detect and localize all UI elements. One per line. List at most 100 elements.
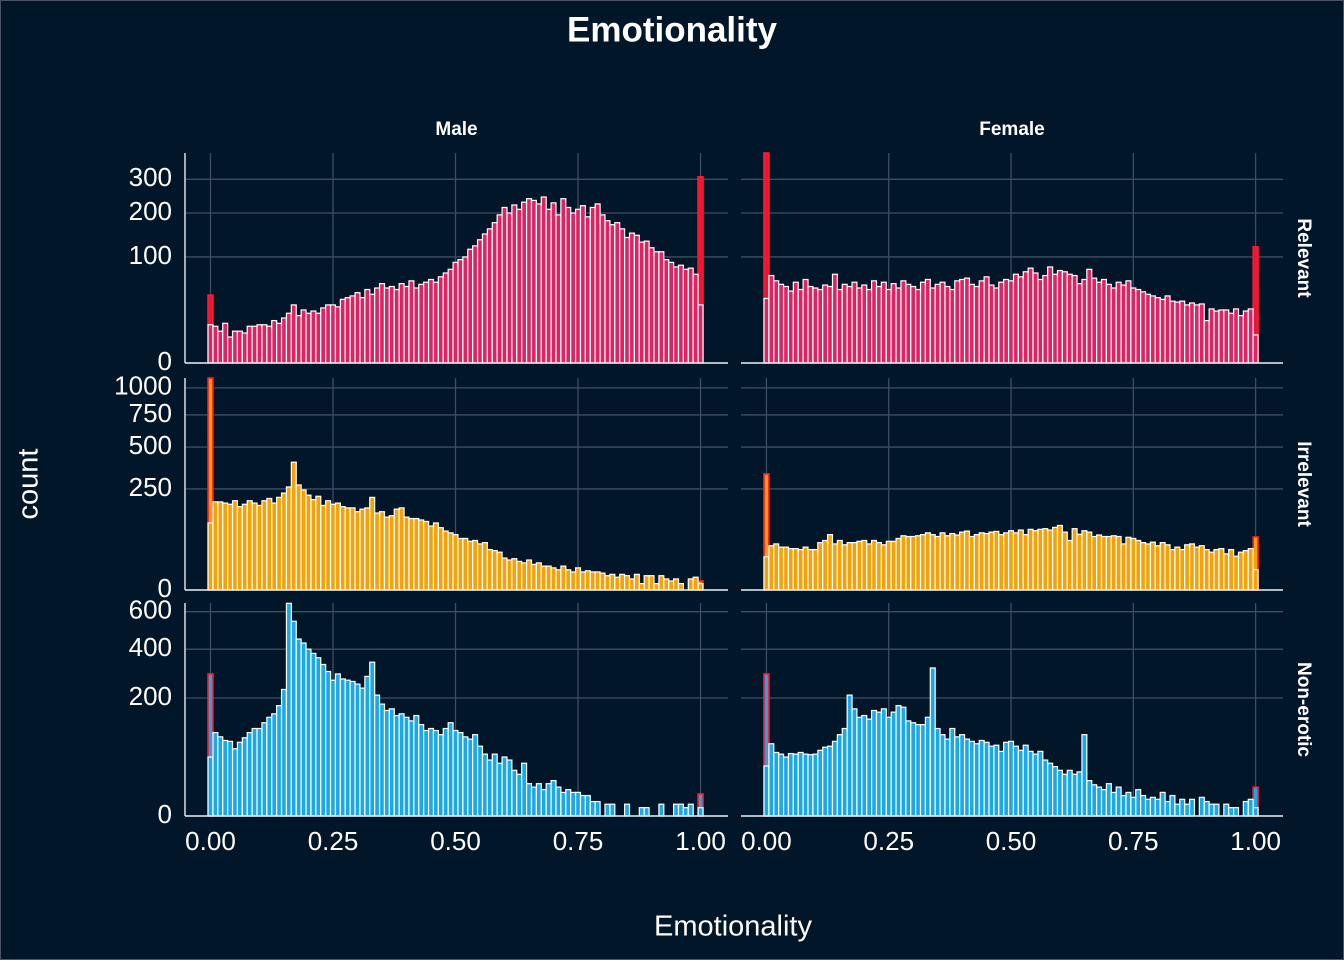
bar: [1105, 283, 1112, 364]
bar: [1017, 529, 1024, 591]
bar: [880, 281, 887, 364]
bar: [457, 259, 464, 364]
bar: [276, 322, 283, 364]
bar: [1203, 548, 1210, 591]
bar: [530, 563, 537, 591]
bar: [1012, 745, 1019, 817]
bar: [797, 548, 804, 591]
bar: [236, 330, 243, 364]
bar: [261, 324, 268, 364]
bar: [427, 525, 435, 591]
bar: [1213, 803, 1220, 817]
bar: [1140, 541, 1147, 591]
bar: [476, 239, 484, 364]
bar: [374, 512, 381, 591]
bar: [334, 673, 341, 817]
bar: [427, 727, 435, 817]
bar: [1203, 800, 1210, 817]
bar: [1066, 273, 1073, 364]
bar: [550, 567, 557, 591]
bar: [773, 280, 780, 364]
bar: [836, 539, 843, 591]
bar: [1252, 334, 1259, 364]
bar: [393, 714, 400, 817]
bar: [619, 228, 626, 364]
bar: [861, 714, 868, 817]
bar: [521, 201, 528, 364]
bar: [633, 573, 640, 591]
bar: [506, 559, 513, 591]
bar: [682, 807, 689, 817]
bar: [589, 800, 596, 817]
x-tick-label: 0.00: [741, 826, 792, 856]
bar: [851, 281, 858, 364]
bar: [501, 557, 508, 591]
bar: [609, 803, 616, 817]
bar: [594, 800, 601, 817]
bar: [584, 794, 591, 817]
bar: [963, 277, 971, 364]
bar: [285, 486, 292, 591]
bar: [570, 791, 577, 817]
bar: [1061, 271, 1068, 364]
bar: [1042, 274, 1049, 364]
bar: [217, 501, 224, 591]
bar: [266, 716, 273, 817]
bar: [447, 268, 454, 364]
bar: [383, 287, 390, 364]
bar: [1174, 803, 1181, 817]
bar: [890, 283, 897, 364]
bar: [846, 285, 853, 364]
bar: [516, 560, 523, 591]
bar: [1203, 319, 1210, 364]
bar: [1012, 273, 1019, 364]
bar: [349, 507, 356, 591]
bar: [924, 716, 931, 817]
bar: [1223, 553, 1230, 591]
bar: [1164, 295, 1171, 364]
facet-column-label: Female: [979, 119, 1044, 140]
bar: [1140, 291, 1147, 364]
bar: [408, 280, 415, 364]
bar: [1091, 784, 1098, 817]
bar: [457, 731, 464, 817]
bar: [1188, 302, 1196, 364]
bar: [423, 281, 430, 364]
bar: [535, 783, 542, 817]
bar: [658, 575, 665, 591]
bar: [968, 283, 975, 364]
bar: [222, 739, 229, 817]
bar: [447, 532, 454, 591]
bar: [1242, 800, 1249, 817]
bar: [212, 731, 219, 817]
bar: [251, 502, 258, 591]
bar: [826, 285, 834, 364]
bar: [822, 746, 829, 817]
bar: [574, 791, 582, 817]
facet-row-label: Relevant: [1293, 218, 1314, 298]
bar: [437, 527, 444, 591]
bar: [831, 543, 838, 591]
bar: [481, 233, 488, 364]
bar: [310, 310, 317, 364]
bar: [856, 716, 863, 817]
bar: [968, 740, 975, 817]
bar: [462, 736, 469, 817]
bar: [983, 532, 990, 591]
bar: [535, 562, 542, 591]
bar: [905, 720, 912, 817]
bar: [584, 216, 591, 364]
bar: [648, 247, 655, 364]
bar: [212, 501, 219, 591]
bar: [782, 285, 790, 364]
bar: [261, 722, 268, 817]
bar: [511, 769, 518, 817]
bar: [550, 780, 557, 817]
bar: [983, 276, 990, 364]
bar: [822, 539, 829, 591]
bar: [628, 578, 635, 591]
bar: [1154, 545, 1161, 591]
bar: [472, 245, 479, 364]
bar: [339, 506, 346, 591]
bar: [452, 534, 459, 591]
